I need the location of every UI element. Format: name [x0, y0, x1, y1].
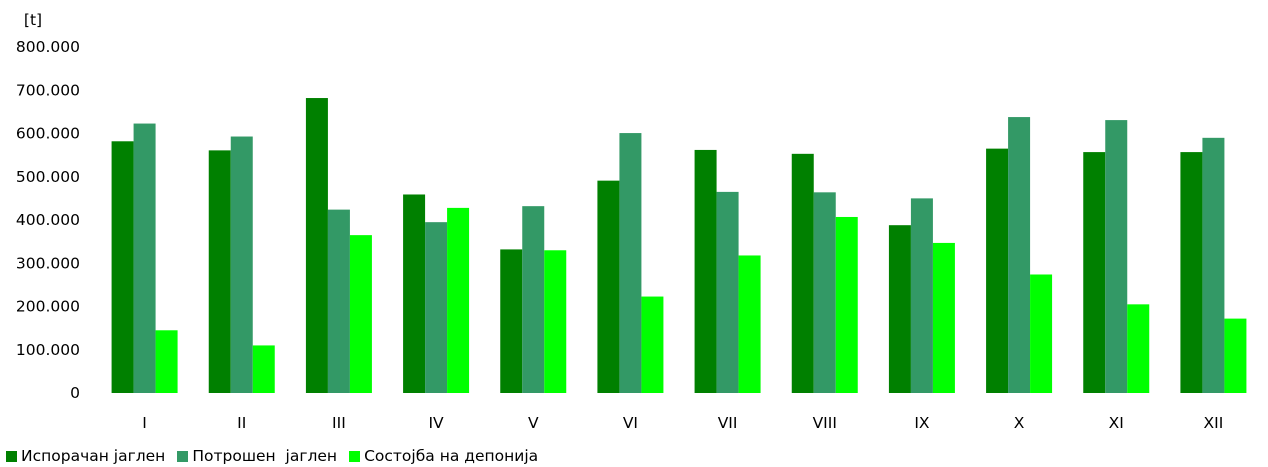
bar-chart: [t] 0 100.000 200.000 300.000 400.000 500.000… [16, 11, 1247, 432]
y-axis-unit-label: [t] [24, 11, 42, 29]
x-axis-tick-label: I [142, 414, 147, 432]
y-axis-tick-label: 0 [70, 384, 80, 402]
bar-series-3-IV [447, 207, 470, 393]
bar-series-2-VII [716, 191, 739, 393]
bar-series-1-VIII [791, 153, 814, 393]
y-axis-tick-label: 500.000 [16, 168, 80, 186]
x-axis-tick-label: V [528, 414, 539, 432]
bar-series-1-III [305, 98, 328, 393]
bar-series-1-II [208, 150, 231, 393]
bar-series-1-IX [888, 225, 911, 393]
legend-swatch-consumed [177, 450, 189, 462]
bar-series-2-IV [425, 222, 448, 393]
bar-series-2-XI [1105, 120, 1128, 393]
bar-series-1-VII [694, 149, 717, 393]
bar-series-1-VI [597, 180, 620, 393]
bar-series-1-XI [1083, 152, 1106, 393]
bar-series-2-III [327, 209, 350, 393]
bar-series-3-II [252, 345, 275, 393]
y-axis-tick-label: 800.000 [16, 38, 80, 56]
chart-legend: Испорачан јаглен Потрошен јаглен Состојб… [6, 446, 550, 466]
legend-swatch-stockpile [349, 450, 361, 462]
bar-series-3-VII [738, 255, 761, 393]
x-axis-tick-label: X [1014, 414, 1025, 432]
bar-series-3-VI [641, 296, 664, 393]
x-axis-tick-label: XI [1109, 414, 1124, 432]
bar-series-3-III [349, 235, 372, 393]
bar-series-2-IX [910, 198, 933, 393]
bar-series-1-V [500, 249, 523, 393]
legend-label-delivered: Испорачан јаглен [21, 447, 166, 465]
bar-series-3-XII [1224, 318, 1247, 393]
bar-series-2-X [1008, 117, 1031, 393]
legend-label-consumed: Потрошен јаглен [192, 447, 338, 465]
legend-swatch-delivered [6, 450, 17, 462]
bar-series-1-I [111, 141, 134, 393]
y-axis-tick-label: 400.000 [16, 211, 80, 229]
bar-series-3-VIII [835, 216, 858, 393]
bar-series-group [111, 98, 1247, 394]
bar-series-2-II [230, 136, 253, 393]
x-axis-tick-label: IX [914, 414, 930, 432]
y-axis-tick-label: 700.000 [16, 81, 80, 99]
bar-series-3-V [544, 250, 567, 393]
x-axis-tick-label: III [332, 414, 346, 432]
x-axis-tick-label: VI [623, 414, 638, 432]
legend-label-stockpile: Состојба на депонија [364, 447, 539, 465]
x-axis-tick-label: VII [718, 414, 738, 432]
y-axis-tick-label: 600.000 [16, 125, 80, 143]
bar-series-2-V [522, 206, 545, 393]
legend-item-consumed: Потрошен јаглен [177, 447, 337, 465]
bar-series-1-IV [403, 194, 426, 393]
bar-series-1-X [986, 148, 1009, 393]
bar-series-3-X [1030, 274, 1053, 393]
y-axis-tick-label: 200.000 [16, 298, 80, 316]
bar-series-2-VIII [813, 192, 836, 393]
bar-series-3-I [155, 330, 178, 393]
x-axis-tick-label: VIII [813, 414, 837, 432]
y-axis-tick-label: 100.000 [16, 341, 80, 359]
bar-series-2-I [133, 123, 156, 394]
x-axis-tick-label: IV [428, 414, 444, 432]
bar-series-1-XII [1180, 152, 1203, 393]
bar-series-2-VI [619, 133, 642, 393]
y-axis-tick-label: 300.000 [16, 254, 80, 272]
x-axis-tick-label: II [237, 414, 246, 432]
legend-item-stockpile: Состојба на депонија [349, 447, 538, 465]
x-axis-tick-label: XII [1204, 414, 1224, 432]
y-axis-tick-labels: 0 100.000 200.000 300.000 400.000 500.000 600.… [16, 38, 80, 402]
bar-series-3-XI [1127, 304, 1150, 393]
x-axis-tick-labels: I II III IV V VI VII VIII IX X XI XII [142, 414, 1223, 432]
bar-series-2-XII [1202, 137, 1225, 393]
legend-item-delivered: Испорачан јаглен [6, 447, 165, 465]
bar-series-3-IX [932, 242, 955, 393]
